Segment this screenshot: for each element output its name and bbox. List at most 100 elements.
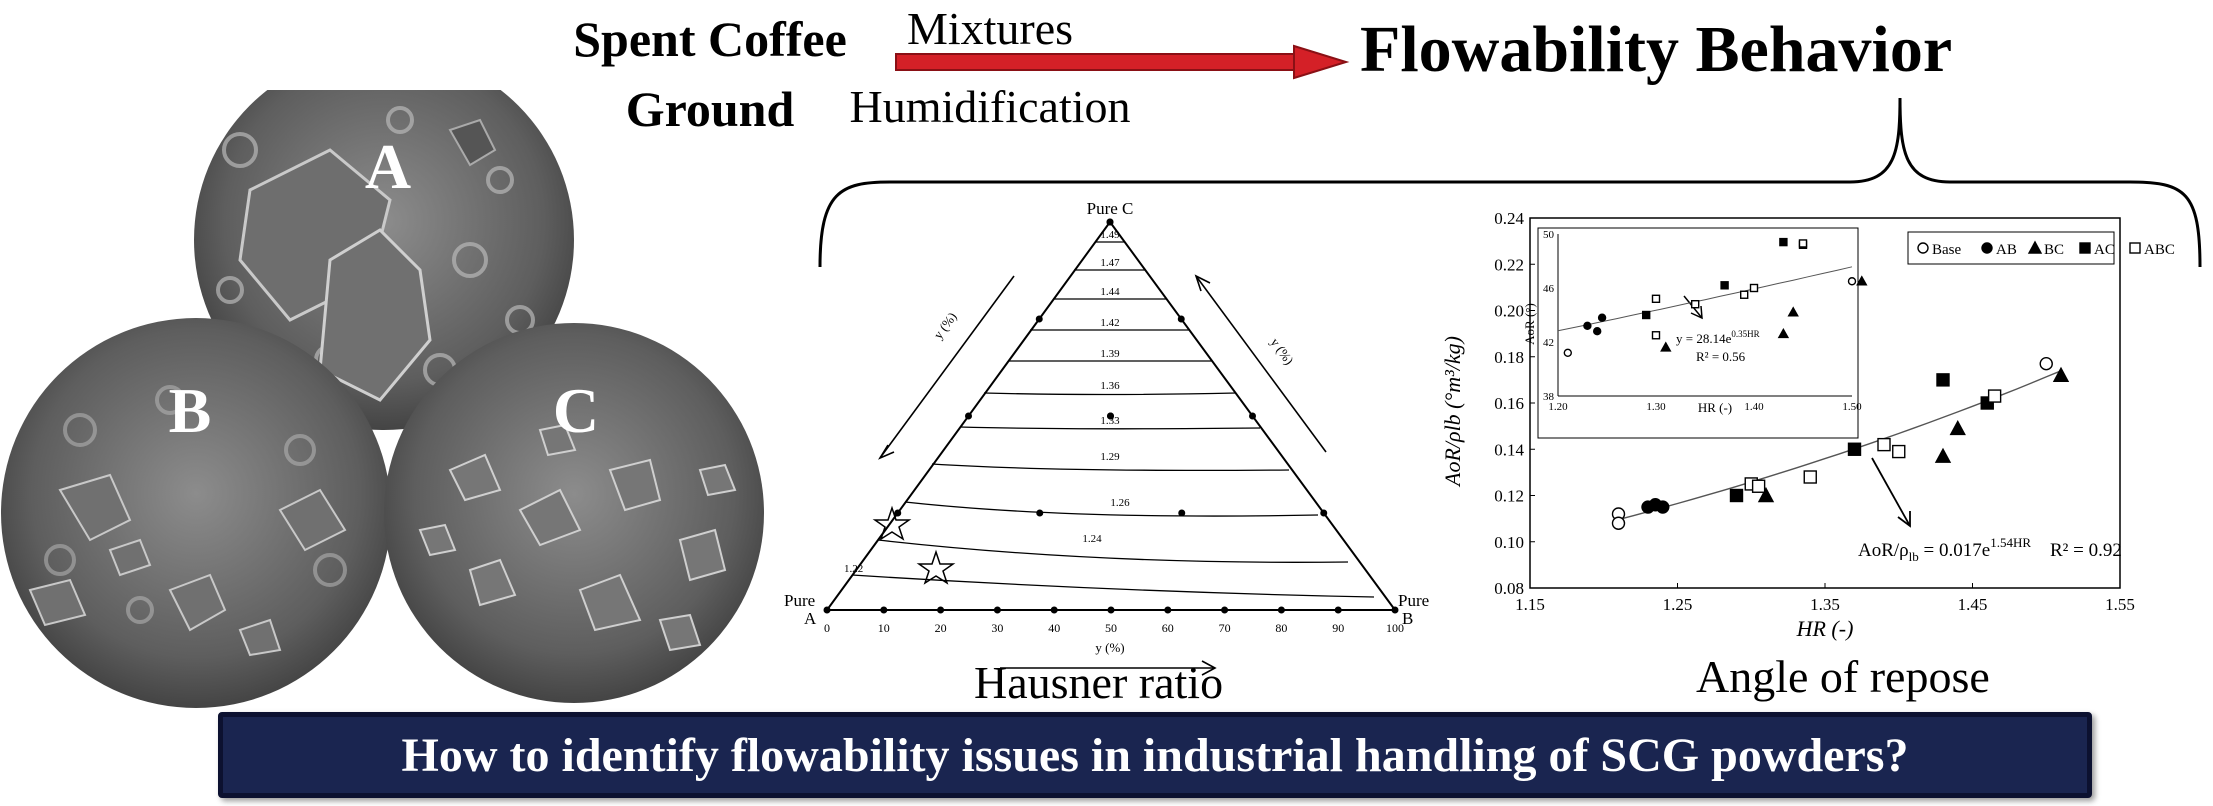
inset-x-tick-label: 1.20: [1548, 401, 1568, 413]
question-text: How to identify flowability issues in in…: [401, 728, 1909, 782]
ternary-grid-dot: [823, 606, 831, 614]
contour-label: 1.42: [1100, 317, 1119, 329]
aor-chart: AoR/ρlb (°m³/kg) HR (-) AoR (°) HR (-) A…: [1440, 209, 2175, 641]
data-point-bc: [2052, 366, 2070, 382]
legend-marker-ac: [2079, 242, 2091, 254]
inset-y-tick-label: 46: [1543, 283, 1555, 295]
y-tick-label: 0.14: [1494, 440, 1524, 459]
ternary-tick-label: 70: [1219, 621, 1231, 635]
ternary-side-arrows: [877, 274, 1327, 676]
ternary-grid-dot: [1277, 606, 1285, 614]
curly-brace: [818, 97, 2202, 268]
data-point-bc: [1934, 447, 1952, 463]
star-marker: [872, 505, 912, 541]
contour-label: 1.24: [1082, 533, 1102, 545]
legend-label: ABC: [2144, 242, 2175, 258]
ternary-grid-dot: [1107, 412, 1114, 420]
target-title: Flowability Behavior: [1360, 13, 1953, 86]
ternary-grid-dot: [1221, 606, 1229, 614]
inset-point-bc: [1777, 327, 1790, 339]
ternary-tick-label: 90: [1332, 621, 1344, 635]
inset-y-tick-label: 50: [1543, 229, 1555, 241]
data-point-ac: [1936, 373, 1950, 387]
y-tick-label: 0.08: [1494, 579, 1524, 598]
ternary-grid-dot: [965, 412, 972, 420]
x-axis-label: HR (-): [1796, 616, 1854, 641]
ternary-grid-dot: [1249, 412, 1256, 420]
x-tick-label: 1.45: [1958, 595, 1988, 614]
inset-point-ab: [1597, 313, 1607, 322]
ternary-axis-label-bottom: y (%): [1095, 640, 1124, 655]
ternary-grid-dot: [937, 606, 945, 614]
ternary-caption: Hausner ratio: [974, 657, 1224, 708]
y-tick-label: 0.10: [1494, 533, 1524, 552]
micrograph-label-a: A: [365, 131, 411, 202]
arrow-top-label: Mixtures: [906, 3, 1074, 54]
x-tick-label: 1.35: [1810, 595, 1840, 614]
fit-r2: R² = 0.92: [2050, 540, 2122, 561]
ternary-grid-dot: [993, 606, 1001, 614]
data-point-ac: [1847, 442, 1862, 456]
y-tick-label: 0.24: [1494, 209, 1524, 228]
data-point-abc: [1987, 389, 2002, 403]
inset-x-label: HR (-): [1698, 400, 1732, 415]
ternary-tick-label: 80: [1275, 621, 1287, 635]
inset-x-tick-label: 1.40: [1744, 401, 1764, 413]
ternary-axis-label-right: y (%): [1268, 335, 1297, 367]
legend-marker-abc: [2129, 242, 2141, 254]
vertex-pure-b: Pure B: [1398, 591, 1430, 628]
inset-point-ac: [1720, 281, 1729, 290]
ternary-tick-label: 40: [1048, 621, 1060, 635]
ternary-grid-dot: [1035, 315, 1043, 323]
fit-equation: AoR/ρlb = 0.017e1.54HR: [1858, 535, 2031, 564]
inset-y-label: AoR (°): [1522, 303, 1537, 345]
inset-y-tick-label: 42: [1543, 337, 1554, 349]
data-point-base: [2039, 356, 2053, 371]
contour-label: 1.36: [1100, 380, 1120, 392]
data-point-ab: [1656, 500, 1670, 514]
inset-y-tick-label: 38: [1543, 391, 1555, 403]
inset-point-ac: [1641, 310, 1651, 320]
data-point-abc: [1751, 479, 1766, 493]
contour-label: 1.29: [1100, 451, 1120, 463]
legend-label: Base: [1932, 242, 1962, 258]
y-tick-label: 0.16: [1494, 394, 1524, 413]
inset-point-abc: [1740, 290, 1749, 299]
inset-point-abc: [1651, 331, 1661, 340]
ternary-grid-dot: [1050, 606, 1058, 614]
ternary-grid-dot: [1320, 509, 1328, 517]
contour-label: 1.47: [1100, 257, 1120, 269]
legend-marker-ab: [1981, 242, 1993, 254]
ternary-grid-dot: [894, 509, 902, 517]
data-point-base: [1611, 516, 1626, 530]
aor-caption: Angle of repose: [1696, 651, 1990, 702]
micrograph-label-b: B: [169, 375, 212, 446]
question-banner: How to identify flowability issues in in…: [218, 712, 2092, 798]
legend-label: BC: [2044, 242, 2064, 258]
inset-point-base: [1847, 277, 1857, 286]
ternary-tick-label: 60: [1162, 621, 1174, 635]
contour-label: 1.44: [1100, 286, 1120, 298]
ternary-tick-label: 50: [1105, 621, 1117, 635]
inset-fit-r2: R² = 0.56: [1696, 349, 1746, 364]
contour-label: 1.33: [1100, 415, 1120, 427]
micrograph-label-c: C: [553, 375, 599, 446]
y-axis-label: AoR/ρlb (°m³/kg): [1440, 336, 1465, 488]
inset-point-ac: [1779, 237, 1788, 247]
data-point-bc: [1949, 419, 1966, 436]
data-point-ac: [1729, 488, 1744, 503]
ternary-diagram: y (%) y (%) y (%) Pure C Pure A Pure B 0…: [784, 199, 1430, 676]
inset-point-bc: [1856, 275, 1868, 286]
ternary-tick-label: 30: [991, 621, 1003, 635]
sem-micrographs: A B C: [1, 90, 764, 708]
data-point-abc: [1877, 437, 1891, 452]
ternary-grid-dot: [1164, 606, 1172, 614]
ternary-tick-label: 100: [1386, 621, 1404, 635]
ternary-grid-dot: [1177, 315, 1185, 323]
inset-point-abc: [1691, 299, 1700, 309]
ternary-grid-dot: [1334, 606, 1342, 614]
arrow-bottom-label: Humidification: [849, 81, 1131, 132]
contour-label: 1.26: [1110, 497, 1130, 509]
inset-point-abc: [1798, 239, 1808, 248]
inset-point-ab: [1592, 326, 1602, 336]
